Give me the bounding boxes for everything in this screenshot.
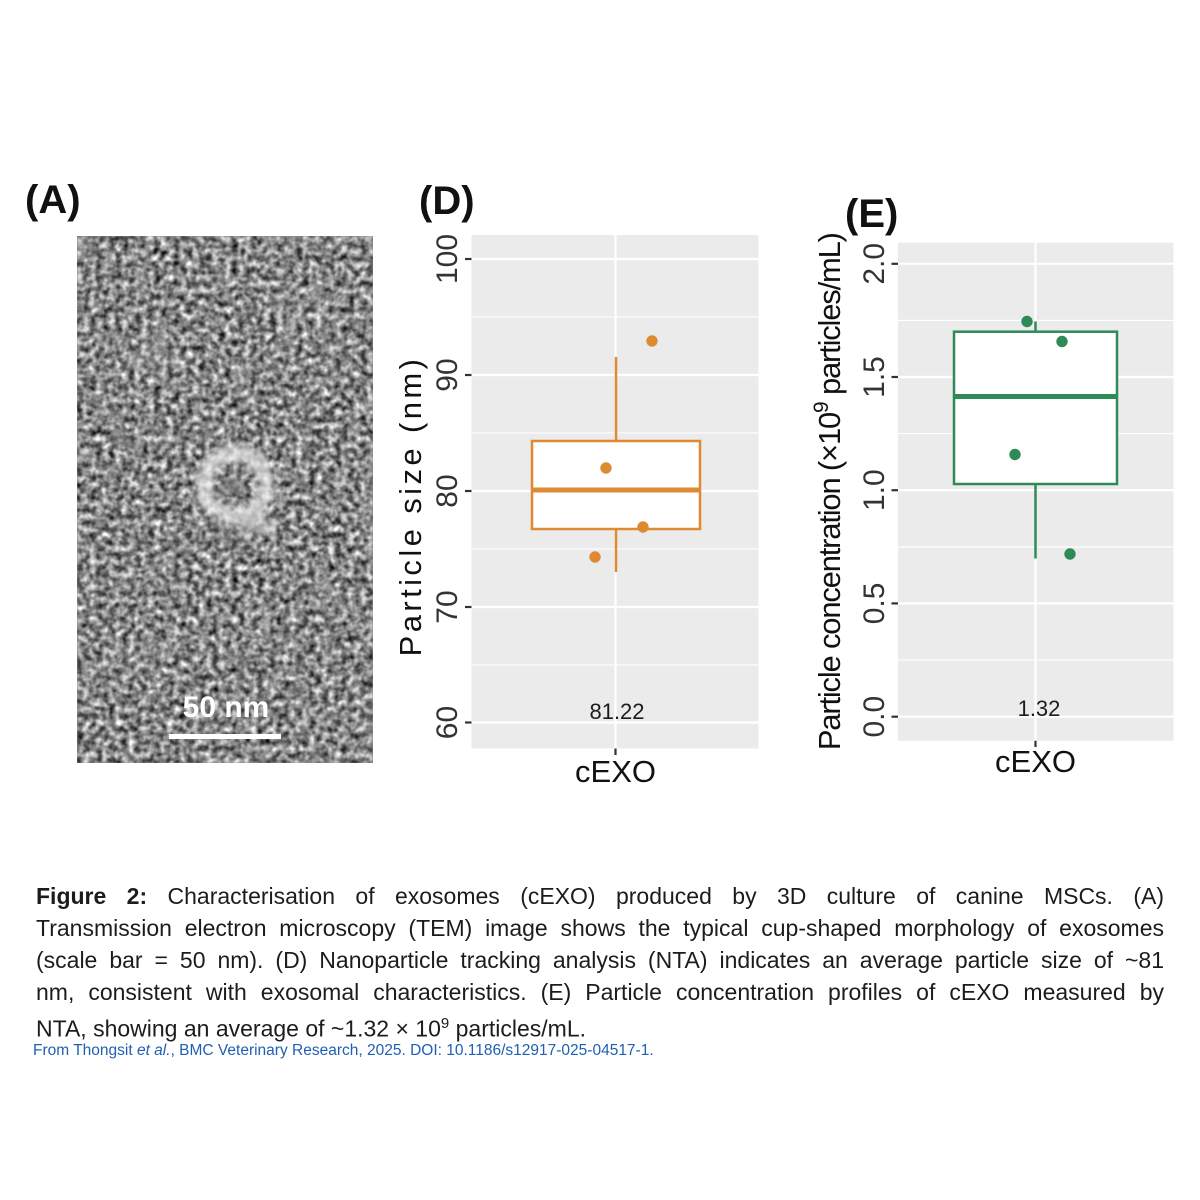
svg-text:2.0: 2.0: [858, 243, 891, 285]
svg-text:Particle size (nm): Particle size (nm): [393, 356, 428, 657]
svg-text:1.32: 1.32: [1018, 696, 1061, 721]
svg-text:(A): (A): [25, 178, 81, 222]
svg-text:cEXO: cEXO: [575, 754, 656, 789]
svg-text:50 nm: 50 nm: [183, 691, 270, 724]
svg-text:Particle concentration (×109 p: Particle concentration (×109 particles/m…: [810, 233, 847, 750]
svg-text:80: 80: [431, 474, 464, 507]
svg-text:0.0: 0.0: [858, 696, 891, 738]
svg-text:(D): (D): [419, 179, 475, 223]
svg-text:cEXO: cEXO: [995, 744, 1076, 779]
svg-text:81.22: 81.22: [589, 699, 644, 724]
svg-text:1.5: 1.5: [858, 356, 891, 398]
svg-text:70: 70: [431, 590, 464, 623]
svg-text:1.0: 1.0: [858, 469, 891, 511]
svg-text:90: 90: [431, 358, 464, 391]
svg-text:0.5: 0.5: [858, 583, 891, 625]
svg-text:60: 60: [431, 706, 464, 739]
svg-text:100: 100: [431, 234, 464, 284]
svg-text:(E): (E): [845, 192, 898, 236]
